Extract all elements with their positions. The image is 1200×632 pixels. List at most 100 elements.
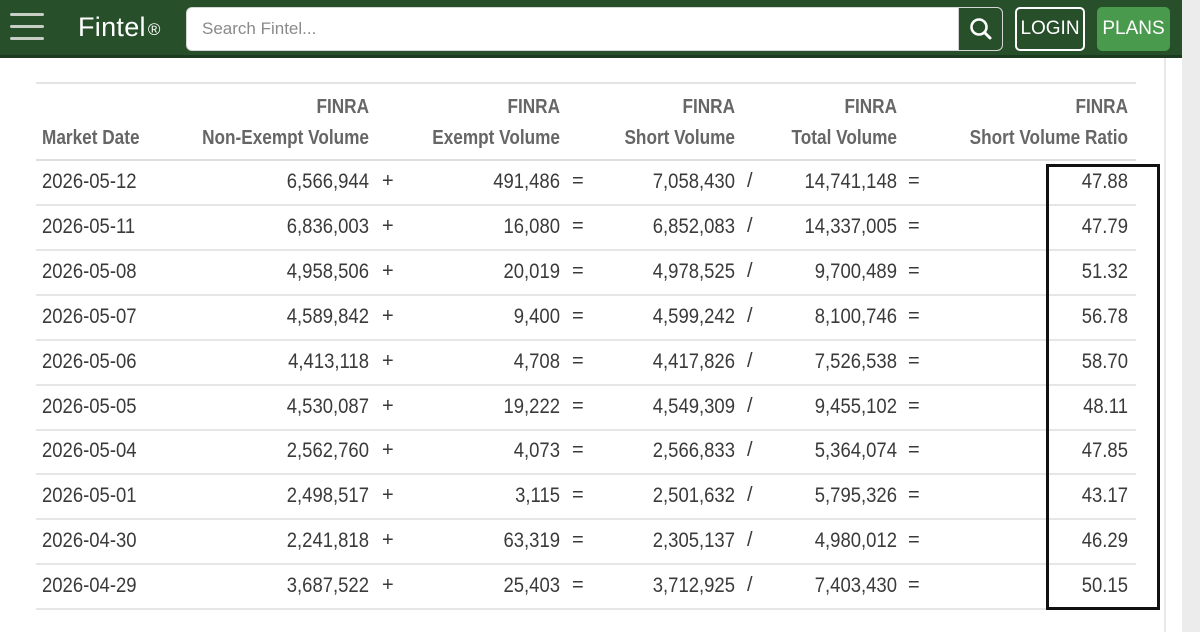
divide-operator: / xyxy=(747,214,753,237)
market-date-cell: 2026-05-01 xyxy=(42,484,137,508)
market-date-cell: 2026-04-30 xyxy=(42,529,137,553)
plus-operator: + xyxy=(382,394,394,417)
table-row: 2026-05-12 6,566,944 491,486 7,058,430 14,74… xyxy=(36,161,1136,206)
equals-operator: = xyxy=(572,484,584,507)
short-volume-ratio-cell: 56.78 xyxy=(1081,304,1128,328)
table-top-divider xyxy=(36,82,1136,84)
non-exempt-volume-cell: 2,498,517 xyxy=(286,484,369,508)
plans-button[interactable]: PLANS xyxy=(1097,7,1170,51)
exempt-volume-cell: 3,115 xyxy=(515,484,560,508)
header-line-1: FINRA xyxy=(844,96,897,118)
column-header-short-volume-ratio[interactable]: FINRA Short Volume Ratio xyxy=(936,92,1128,154)
equals-operator: = xyxy=(908,574,920,597)
column-header-exempt-volume[interactable]: FINRA Exempt Volume xyxy=(405,92,560,154)
short-volume-cell: 6,852,083 xyxy=(652,214,735,238)
non-exempt-volume-cell: 2,562,760 xyxy=(286,439,369,463)
equals-operator: = xyxy=(908,439,920,462)
exempt-volume-cell: 63,319 xyxy=(503,529,560,553)
header-divider xyxy=(36,159,1136,161)
registered-mark: ® xyxy=(147,20,161,39)
short-volume-ratio-cell: 51.32 xyxy=(1081,259,1128,283)
plus-operator: + xyxy=(382,214,394,237)
equals-operator: = xyxy=(572,259,584,282)
total-volume-cell: 8,100,746 xyxy=(814,304,897,328)
page-scroll-gutter xyxy=(1182,0,1200,632)
equals-operator: = xyxy=(572,394,584,417)
total-volume-cell: 9,700,489 xyxy=(814,259,897,283)
equals-operator: = xyxy=(908,259,920,282)
short-volume-cell: 4,978,525 xyxy=(652,259,735,283)
header-line-2: Short Volume xyxy=(624,127,735,149)
top-navigation-bar: Fintel® LOGIN PLANS xyxy=(0,0,1182,58)
equals-operator: = xyxy=(572,349,584,372)
total-volume-cell: 14,741,148 xyxy=(804,170,897,193)
equals-operator: = xyxy=(572,574,584,597)
column-header-short-volume[interactable]: FINRA Short Volume xyxy=(593,92,735,154)
column-header-total-volume[interactable]: FINRA Total Volume xyxy=(766,92,897,154)
non-exempt-volume-cell: 4,589,842 xyxy=(286,304,369,328)
divide-operator: / xyxy=(747,394,753,417)
short-volume-cell: 2,566,833 xyxy=(652,439,735,463)
short-volume-cell: 7,058,430 xyxy=(652,170,735,193)
short-volume-cell: 3,712,925 xyxy=(652,574,735,598)
short-volume-ratio-cell: 58.70 xyxy=(1081,349,1128,373)
table-row: 2026-05-05 4,530,087 19,222 4,549,309 9,455,… xyxy=(36,386,1136,431)
non-exempt-volume-cell: 6,566,944 xyxy=(286,170,369,193)
table-row: 2026-04-29 3,687,522 25,403 3,712,925 7,403,… xyxy=(36,565,1136,611)
search-icon xyxy=(970,18,992,40)
divide-operator: / xyxy=(747,529,753,552)
divide-operator: / xyxy=(747,484,753,507)
equals-operator: = xyxy=(908,170,920,192)
non-exempt-volume-cell: 4,413,118 xyxy=(288,349,369,373)
equals-operator: = xyxy=(908,349,920,372)
non-exempt-volume-cell: 4,530,087 xyxy=(286,394,369,418)
content-border xyxy=(1164,58,1166,632)
brand-name: Fintel xyxy=(78,12,146,42)
divide-operator: / xyxy=(747,170,753,192)
header-line-1 xyxy=(42,92,171,123)
market-date-cell: 2026-05-04 xyxy=(42,439,137,463)
equals-operator: = xyxy=(908,529,920,552)
table-row: 2026-05-07 4,589,842 9,400 4,599,242 8,100,7… xyxy=(36,296,1136,341)
short-volume-ratio-cell: 47.85 xyxy=(1081,439,1128,463)
table-row: 2026-05-04 2,562,760 4,073 2,566,833 5,364,0… xyxy=(36,430,1136,476)
market-date-cell: 2026-05-08 xyxy=(42,259,137,283)
header-line-1: FINRA xyxy=(682,96,735,118)
fintel-logo[interactable]: Fintel ® xyxy=(78,12,161,43)
header-line-1: FINRA xyxy=(316,96,369,118)
hamburger-menu-icon[interactable] xyxy=(10,13,46,43)
total-volume-cell: 14,337,005 xyxy=(804,214,897,238)
non-exempt-volume-cell: 4,958,506 xyxy=(286,259,369,283)
login-button[interactable]: LOGIN xyxy=(1015,7,1085,51)
plus-operator: + xyxy=(382,170,394,192)
market-date-cell: 2026-04-29 xyxy=(42,574,137,598)
column-header-market-date[interactable]: Market Date xyxy=(42,92,171,154)
market-date-cell: 2026-05-07 xyxy=(42,304,137,328)
divide-operator: / xyxy=(747,349,753,372)
total-volume-cell: 7,526,538 xyxy=(814,349,897,373)
short-volume-ratio-cell: 43.17 xyxy=(1081,484,1128,508)
table-row: 2026-05-06 4,413,118 4,708 4,417,826 7,526,5… xyxy=(36,341,1136,386)
search-box xyxy=(186,7,1003,51)
equals-operator: = xyxy=(572,439,584,462)
search-button[interactable] xyxy=(958,8,1002,50)
header-line-1: FINRA xyxy=(1075,96,1128,118)
short-volume-cell: 2,501,632 xyxy=(652,484,735,508)
search-input[interactable] xyxy=(187,8,959,50)
short-volume-cell: 4,417,826 xyxy=(652,349,735,373)
exempt-volume-cell: 4,708 xyxy=(513,349,560,373)
plus-operator: + xyxy=(382,304,394,327)
table-row: 2026-04-30 2,241,818 63,319 2,305,137 4,980,… xyxy=(36,520,1136,566)
exempt-volume-cell: 25,403 xyxy=(503,574,560,598)
short-volume-ratio-cell: 47.88 xyxy=(1081,170,1128,193)
market-date-cell: 2026-05-05 xyxy=(42,394,137,418)
plus-operator: + xyxy=(382,529,394,552)
equals-operator: = xyxy=(908,214,920,237)
total-volume-cell: 5,795,326 xyxy=(814,484,897,508)
total-volume-cell: 7,403,430 xyxy=(814,574,897,598)
table-row: 2026-05-08 4,958,506 20,019 4,978,525 9,700,… xyxy=(36,251,1136,296)
equals-operator: = xyxy=(572,304,584,327)
plus-operator: + xyxy=(382,484,394,507)
non-exempt-volume-cell: 6,836,003 xyxy=(286,214,369,238)
column-header-non-exempt-volume[interactable]: FINRA Non-Exempt Volume xyxy=(189,92,369,154)
